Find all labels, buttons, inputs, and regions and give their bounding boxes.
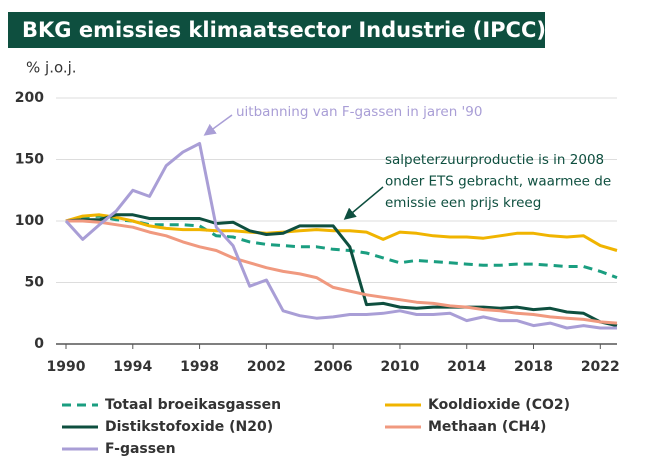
series-line <box>64 142 617 330</box>
x-tick-label: 2010 <box>380 359 419 375</box>
legend-label: F-gassen <box>105 441 176 457</box>
legend-label: Kooldioxide (CO2) <box>428 397 570 413</box>
series-line <box>65 213 618 328</box>
legend-label: Distikstofoxide (N20) <box>105 419 273 435</box>
annotation-arrow <box>343 186 384 220</box>
title-bar <box>8 12 545 48</box>
annotation: onder ETS gebracht, waarmee de <box>385 174 611 190</box>
x-tick-label: 2014 <box>447 359 486 375</box>
series-line <box>65 214 618 280</box>
y-tick-label: 150 <box>15 152 44 168</box>
x-tick-label: 1990 <box>47 359 86 375</box>
x-tick-label: 2018 <box>514 359 553 375</box>
annotation: emissie een prijs kreeg <box>385 195 541 211</box>
x-tick-label: 2006 <box>314 359 353 375</box>
legend-label: Methaan (CH4) <box>428 419 546 435</box>
y-axis-label: % j.o.j. <box>26 59 77 77</box>
x-tick-label: 2002 <box>247 359 286 375</box>
legend-label: Totaal broeikasgassen <box>105 397 281 413</box>
y-tick-label: 100 <box>15 213 44 229</box>
x-tick-label: 1994 <box>113 359 152 375</box>
y-tick-label: 200 <box>15 90 44 106</box>
y-tick-label: 50 <box>25 275 45 291</box>
series-line <box>65 213 618 252</box>
annotation-arrow <box>203 114 233 136</box>
chart-title: BKG emissies klimaatsector Industrie (IP… <box>22 18 546 42</box>
y-tick-label: 0 <box>34 336 44 352</box>
series-line <box>66 219 618 325</box>
annotation: uitbanning van F-gassen in jaren '90 <box>236 104 482 120</box>
x-tick-label: 2022 <box>581 359 620 375</box>
x-tick-label: 1998 <box>180 359 219 375</box>
annotation: salpeterzuurproductie is in 2008 <box>385 152 604 168</box>
